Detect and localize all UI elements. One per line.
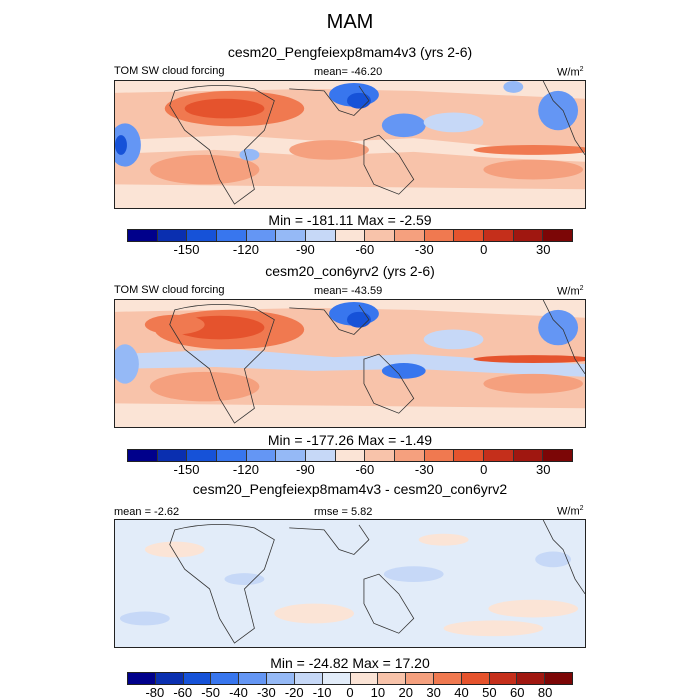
colorbar-tick-label: -30 (414, 462, 434, 477)
colorbar-swatch (365, 230, 396, 241)
panel-3-minmax: Min = -24.82 Max = 17.20 (270, 655, 430, 671)
colorbar-swatch (246, 450, 277, 461)
panel-1-minmax: Min = -181.11 Max = -2.59 (268, 212, 432, 228)
colorbar-swatch (128, 450, 158, 461)
colorbar-swatch (155, 673, 184, 684)
panel-2-colorbar (127, 449, 573, 462)
colorbar-swatch (187, 450, 218, 461)
colorbar-swatch (322, 673, 351, 684)
colorbar-swatch (350, 673, 379, 684)
colorbar-tick-label: -150 (173, 242, 200, 257)
colorbar-swatch (157, 450, 188, 461)
colorbar-tick-label: -30 (414, 242, 434, 257)
colorbar-tick-label: -80 (145, 685, 165, 700)
colorbar-tick-label: 20 (398, 685, 413, 700)
colorbar-swatch (246, 230, 277, 241)
panel-2-title: cesm20_con6yrv2 (yrs 2-6) (265, 263, 435, 279)
colorbar-swatch (276, 230, 307, 241)
colorbar-tick-label: -90 (295, 462, 315, 477)
colorbar-tick-label: -10 (312, 685, 332, 700)
panel-2-units: W/m2 (557, 285, 584, 298)
colorbar-swatch (454, 230, 485, 241)
panel-1-map (114, 80, 586, 209)
colorbar-swatch (128, 673, 156, 684)
colorbar-swatch (217, 230, 247, 241)
colorbar-swatch (545, 673, 572, 684)
panel-1-title: cesm20_Pengfeiexp8mam4v3 (yrs 2-6) (227, 44, 473, 60)
colorbar-swatch (424, 230, 455, 241)
colorbar-tick-label: -40 (229, 685, 248, 700)
colorbar-tick-label: -120 (232, 242, 259, 257)
panel-2-map (114, 299, 586, 428)
colorbar-tick-label: 40 (454, 685, 469, 700)
colorbar-swatch (395, 450, 425, 461)
colorbar-swatch (335, 450, 366, 461)
colorbar-tick-label: -60 (173, 685, 193, 700)
colorbar-tick-label: -60 (355, 462, 375, 477)
panel-3-colorbar (127, 672, 573, 685)
panel-1-left-label: TOM SW cloud forcing (114, 65, 225, 77)
colorbar-swatch (294, 673, 323, 684)
colorbar-swatch (365, 450, 396, 461)
colorbar-swatch (187, 230, 218, 241)
colorbar-tick-label: -30 (256, 685, 276, 700)
colorbar-tick-label: 0 (480, 242, 488, 257)
colorbar-swatch (543, 230, 573, 241)
panel-3-map (114, 519, 586, 648)
colorbar-swatch (484, 230, 514, 241)
panel-3-mean-label: mean = -2.62 (114, 506, 180, 518)
panel-3-rmse-label: rmse = 5.82 (314, 506, 373, 518)
colorbar-swatch (489, 673, 518, 684)
colorbar-tick-label: -60 (355, 242, 375, 257)
colorbar-swatch (157, 230, 188, 241)
colorbar-tick-label: -20 (284, 685, 304, 700)
colorbar-tick-label: -120 (232, 462, 259, 477)
colorbar-swatch (335, 230, 366, 241)
colorbar-swatch (395, 230, 425, 241)
colorbar-swatch (306, 450, 336, 461)
panel-1-units: W/m2 (557, 66, 584, 79)
colorbar-swatch (378, 673, 407, 684)
colorbar-tick-label: 30 (536, 242, 551, 257)
colorbar-swatch (211, 673, 240, 684)
colorbar-swatch (513, 450, 544, 461)
colorbar-tick-label: -150 (173, 462, 200, 477)
colorbar-tick-label: 0 (346, 685, 354, 700)
main-title: MAM (326, 11, 374, 33)
colorbar-swatch (239, 673, 268, 684)
panel-2-left-label: TOM SW cloud forcing (114, 284, 225, 296)
colorbar-swatch (484, 450, 514, 461)
colorbar-swatch (267, 673, 295, 684)
colorbar-tick-label: 30 (426, 685, 441, 700)
panel-3-units: W/m2 (557, 505, 584, 518)
colorbar-tick-label: 30 (536, 462, 551, 477)
colorbar-tick-label: 60 (510, 685, 525, 700)
panel-1-colorbar (127, 229, 573, 242)
panel-2-mean-label: mean= -43.59 (314, 285, 383, 297)
panel-2-minmax: Min = -177.26 Max = -1.49 (267, 432, 433, 448)
colorbar-swatch (517, 673, 546, 684)
colorbar-swatch (276, 450, 307, 461)
colorbar-swatch (454, 450, 485, 461)
colorbar-swatch (406, 673, 434, 684)
colorbar-swatch (128, 230, 158, 241)
colorbar-swatch (306, 230, 336, 241)
colorbar-tick-label: 10 (370, 685, 386, 700)
colorbar-swatch (513, 230, 544, 241)
colorbar-swatch (183, 673, 212, 684)
colorbar-tick-label: 80 (537, 685, 553, 700)
colorbar-tick-label: -50 (201, 685, 221, 700)
colorbar-swatch (217, 450, 247, 461)
colorbar-tick-label: -90 (295, 242, 315, 257)
colorbar-swatch (433, 673, 462, 684)
colorbar-tick-label: 50 (482, 685, 497, 700)
panel-1-mean-label: mean= -46.20 (314, 66, 383, 78)
colorbar-swatch (461, 673, 490, 684)
colorbar-swatch (424, 450, 455, 461)
colorbar-swatch (543, 450, 573, 461)
panel-3-title: cesm20_Pengfeiexp8mam4v3 - cesm20_con6yr… (192, 481, 508, 497)
colorbar-tick-label: 0 (480, 462, 488, 477)
